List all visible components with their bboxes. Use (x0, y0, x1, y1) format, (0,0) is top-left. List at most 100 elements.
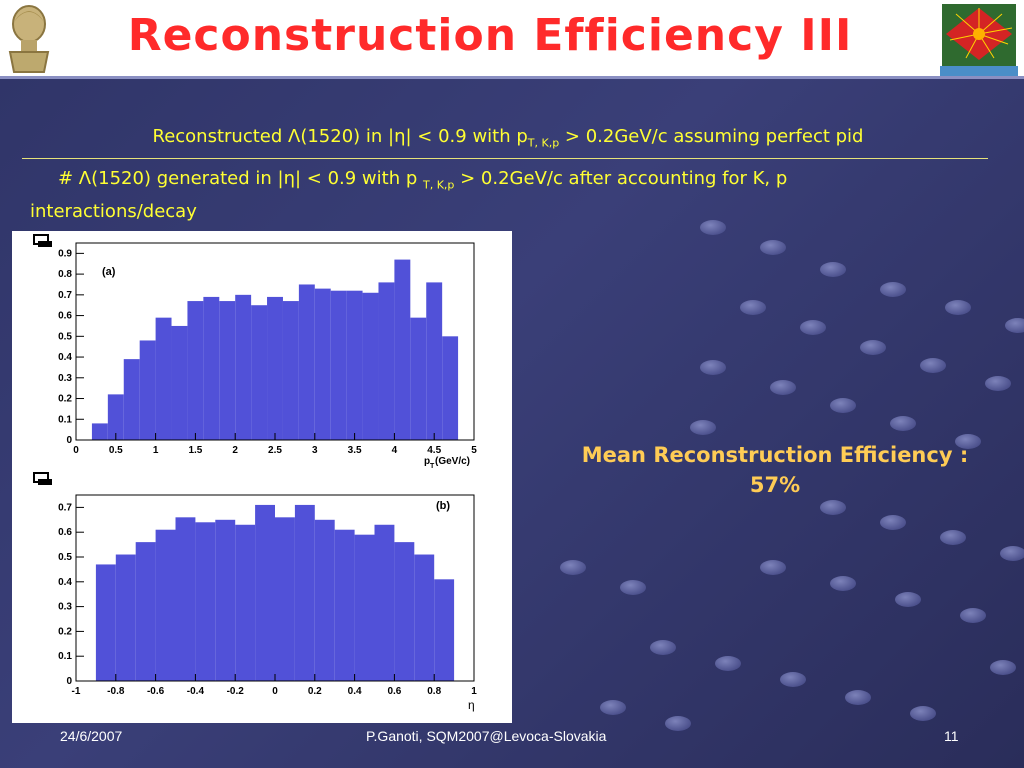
background-dot (715, 656, 741, 671)
histogram-bar (255, 504, 275, 681)
x-axis-label-subscript: T (430, 463, 435, 470)
denominator-suffix: > 0.2GeV/c after accounting for K, p (454, 168, 788, 189)
y-tick-label: 0.9 (58, 248, 72, 259)
histogram-bar (251, 305, 268, 440)
y-tick-label: 0.7 (58, 502, 72, 513)
background-dot (665, 716, 691, 731)
histogram-bar (155, 317, 172, 440)
background-dot (820, 500, 846, 515)
y-tick-label: 0.2 (58, 626, 72, 637)
x-tick-label: 2 (232, 445, 238, 456)
y-tick-label: 0 (66, 676, 72, 687)
background-dot (830, 398, 856, 413)
x-tick-label: 0.2 (308, 686, 322, 697)
x-tick-label: 0.5 (109, 445, 123, 456)
footer-date: 24/6/2007 (60, 728, 123, 744)
mean-efficiency-value: 57% (749, 473, 801, 497)
histogram-bar (135, 542, 156, 681)
y-tick-label: 0.6 (58, 311, 72, 322)
background-dot (910, 706, 936, 721)
background-dot (800, 320, 826, 335)
denominator-line-1: # Λ(1520) generated in |η| < 0.9 with p … (30, 166, 960, 199)
histogram-bar (394, 542, 415, 681)
histogram-bar (115, 554, 136, 681)
histogram-bar (215, 519, 236, 681)
x-tick-label: -1 (72, 686, 81, 697)
background-dot (690, 420, 716, 435)
page-title: Reconstruction Efficiency III (127, 10, 853, 61)
numerator-subscript: T, K,p (527, 136, 560, 150)
x-tick-label: 5 (471, 445, 477, 456)
x-tick-label: -0.4 (187, 686, 205, 697)
histogram-bar (107, 394, 124, 440)
background-dot (985, 376, 1011, 391)
background-dot (990, 660, 1016, 675)
background-dot (945, 300, 971, 315)
background-dot (920, 358, 946, 373)
histogram-bar (434, 579, 455, 681)
athena-logo (4, 2, 54, 74)
histogram-bar (267, 296, 283, 440)
histogram-bar (314, 519, 335, 681)
y-tick-label: 0 (66, 435, 72, 446)
histogram-bar (195, 522, 216, 681)
histogram-bar (410, 317, 427, 440)
background-dot (880, 515, 906, 530)
x-tick-label: 3.5 (348, 445, 362, 456)
background-dot (740, 300, 766, 315)
background-dot (955, 434, 981, 449)
x-tick-label: 1 (471, 686, 477, 697)
background-dot (960, 608, 986, 623)
fraction-line (22, 158, 988, 159)
histogram-bar (155, 529, 176, 681)
x-tick-label: -0.6 (147, 686, 165, 697)
mean-efficiency-label: Mean Reconstruction Efficiency : (581, 443, 969, 467)
denominator-line-2: interactions/decay (30, 200, 197, 222)
background-dot (860, 340, 886, 355)
y-tick-label: 0.1 (58, 414, 72, 425)
histogram-bar (235, 294, 252, 440)
histogram-bar (91, 423, 108, 440)
histogram-bar (354, 534, 375, 681)
y-tick-label: 0.6 (58, 527, 72, 538)
histogram-bar (346, 290, 363, 440)
efficiency-numerator: Reconstructed Λ(1520) in |η| < 0.9 with … (0, 126, 1016, 150)
y-tick-label: 0.3 (58, 373, 72, 384)
histogram-bar (314, 288, 331, 440)
histogram-bar (298, 284, 315, 440)
y-tick-label: 0.3 (58, 602, 72, 613)
background-dot (820, 262, 846, 277)
x-axis-label: p (424, 456, 430, 467)
checkbox-icon-shadow (38, 479, 52, 485)
histogram-bar (442, 336, 459, 440)
histogram-bar (219, 301, 236, 440)
x-tick-label: 0.6 (387, 686, 401, 697)
background-dot (890, 416, 916, 431)
histogram-bar (275, 517, 295, 681)
x-tick-label: 0.4 (348, 686, 362, 697)
histogram-bar (187, 301, 204, 440)
background-dot (760, 560, 786, 575)
x-tick-label: 2.5 (268, 445, 282, 456)
title-bar: Reconstruction Efficiency III (0, 0, 1024, 78)
background-dot (880, 282, 906, 297)
checkbox-icon-shadow (38, 241, 52, 247)
histogram-panel: 0 0.1 0.2 0.3 0.4 0.5 0.6 0.7 0.8 0.9 0 0.5 1 1.5 2 2.5… (12, 231, 512, 723)
background-dot (560, 560, 586, 575)
title-divider (0, 76, 1024, 79)
x-tick-label: 1 (153, 445, 159, 456)
panel-label: (a) (102, 266, 116, 278)
y-tick-label: 0.1 (58, 651, 72, 662)
denominator-text: # Λ(1520) generated in |η| < 0.9 with p (58, 168, 423, 189)
efficiency-denominator: # Λ(1520) generated in |η| < 0.9 with p … (30, 166, 960, 225)
histogram-bar (362, 292, 379, 440)
x-tick-label: -0.8 (107, 686, 125, 697)
histogram-bar (139, 340, 156, 440)
y-tick-label: 0.5 (58, 331, 72, 342)
x-tick-label: -0.2 (227, 686, 245, 697)
background-dot (1005, 318, 1024, 333)
x-tick-label: 1.5 (188, 445, 202, 456)
histogram-bar (282, 301, 299, 440)
histogram-bar (171, 325, 188, 440)
y-tick-label: 0.5 (58, 552, 72, 563)
